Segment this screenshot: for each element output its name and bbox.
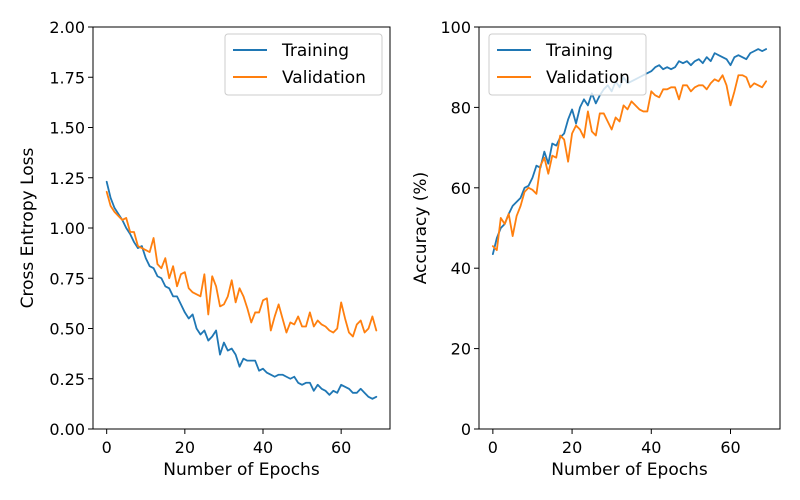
- x-tick-label: 20: [562, 438, 582, 457]
- y-tick-label: 80: [451, 98, 471, 117]
- x-tick-label: 0: [102, 438, 112, 457]
- y-tick-label: 0.00: [49, 420, 85, 439]
- x-tick-label: 40: [641, 438, 661, 457]
- x-axis-label: Number of Epochs: [551, 460, 708, 480]
- x-axis-label: Number of Epochs: [163, 460, 320, 480]
- x-tick-label: 0: [488, 438, 498, 457]
- plot-frame: [478, 26, 781, 430]
- y-axis-label: Accuracy (%): [411, 172, 431, 284]
- series-line-training: [105, 180, 378, 400]
- series-line-validation: [105, 190, 378, 338]
- y-tick-label: 0.75: [49, 269, 85, 288]
- y-tick-label: 1.75: [49, 68, 85, 87]
- x-tick-label: 40: [253, 438, 273, 457]
- y-tick-label: 0: [461, 420, 471, 439]
- y-axis-label: Cross Entropy Loss: [18, 147, 38, 308]
- y-tick-label: 0.50: [49, 320, 85, 339]
- y-tick-label: 100: [440, 18, 471, 37]
- legend-label-training: Training: [545, 41, 613, 61]
- y-tick-label: 20: [451, 340, 471, 359]
- x-tick-label: 60: [720, 438, 740, 457]
- y-tick-label: 1.00: [49, 219, 85, 238]
- y-tick-label: 1.25: [49, 169, 85, 188]
- legend: Training Validation: [488, 33, 647, 96]
- x-tick-label: 20: [175, 438, 195, 457]
- legend-label-validation: Validation: [282, 68, 366, 88]
- legend: Training Validation: [224, 33, 383, 96]
- y-tick-label: 1.50: [49, 119, 85, 138]
- series-line-validation: [491, 74, 768, 252]
- legend-label-validation: Validation: [546, 68, 630, 88]
- y-tick-label: 2.00: [49, 18, 85, 37]
- accuracy-chart: 0 20 40 60 0 20 40 60 80 100 Number of Epochs Accur…: [411, 18, 781, 480]
- y-tick-label: 60: [451, 179, 471, 198]
- y-tick-label: 40: [451, 259, 471, 278]
- legend-label-training: Training: [281, 41, 349, 61]
- y-tick-label: 0.25: [49, 370, 85, 389]
- x-tick-label: 60: [331, 438, 351, 457]
- loss-chart: 0 20 40 60 0.00 0.25 0.50 0.75 1.00 1.25 1.50 1.75 2…: [18, 18, 391, 480]
